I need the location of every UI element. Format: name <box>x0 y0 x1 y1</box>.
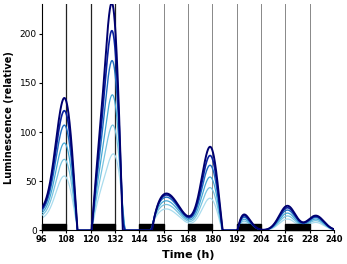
X-axis label: Time (h): Time (h) <box>162 250 214 260</box>
Bar <box>285 224 310 230</box>
Bar <box>42 224 66 230</box>
Y-axis label: Luminescence (relative): Luminescence (relative) <box>4 51 14 184</box>
Bar <box>139 224 163 230</box>
Bar <box>91 224 115 230</box>
Bar <box>188 224 212 230</box>
Bar <box>237 224 261 230</box>
